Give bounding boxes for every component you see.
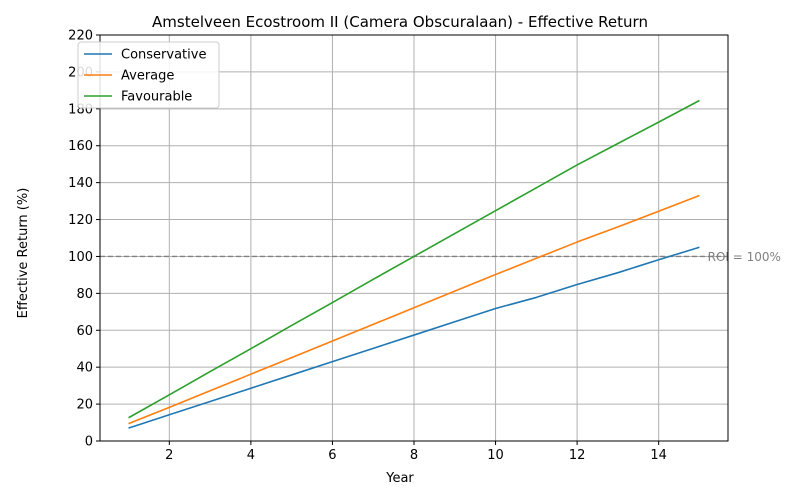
x-tick-label: 2 (165, 448, 173, 463)
y-tick-label: 60 (76, 324, 93, 339)
legend-label: Conservative (121, 48, 206, 63)
legend-label: Favourable (121, 90, 192, 105)
y-tick-label: 20 (76, 398, 93, 413)
x-tick-label: 10 (487, 448, 504, 463)
x-tick-label: 8 (410, 448, 418, 463)
legend: Conservative Average Favourable (77, 41, 220, 109)
series-line-conservative (128, 246, 700, 429)
x-axis-title: Year (385, 471, 414, 486)
x-tick-label: 14 (650, 448, 667, 463)
series-line-average (128, 194, 700, 425)
y-axis-title: Effective Return (%) (16, 188, 31, 319)
legend-box (77, 41, 220, 109)
y-tick-label: 100 (68, 250, 93, 265)
chart-title: Amstelveen Ecostroom II (Camera Obscural… (152, 13, 648, 31)
series-line-favourable (128, 99, 700, 419)
y-tick-label: 120 (68, 213, 93, 228)
x-tick-label: 12 (569, 448, 586, 463)
x-tick-label: 6 (328, 448, 336, 463)
series-lines (128, 99, 700, 429)
reference-line-label: ROI = 100% (708, 250, 781, 264)
legend-label: Average (121, 69, 174, 84)
y-tick-label: 0 (85, 435, 93, 450)
x-axis-ticks: 2 4 6 8 10 12 14 (165, 441, 667, 463)
y-tick-label: 140 (68, 176, 93, 191)
x-tick-label: 4 (247, 448, 255, 463)
y-tick-label: 220 (68, 29, 93, 44)
y-tick-label: 160 (68, 139, 93, 154)
y-tick-label: 40 (76, 361, 93, 376)
y-tick-label: 80 (76, 287, 93, 302)
